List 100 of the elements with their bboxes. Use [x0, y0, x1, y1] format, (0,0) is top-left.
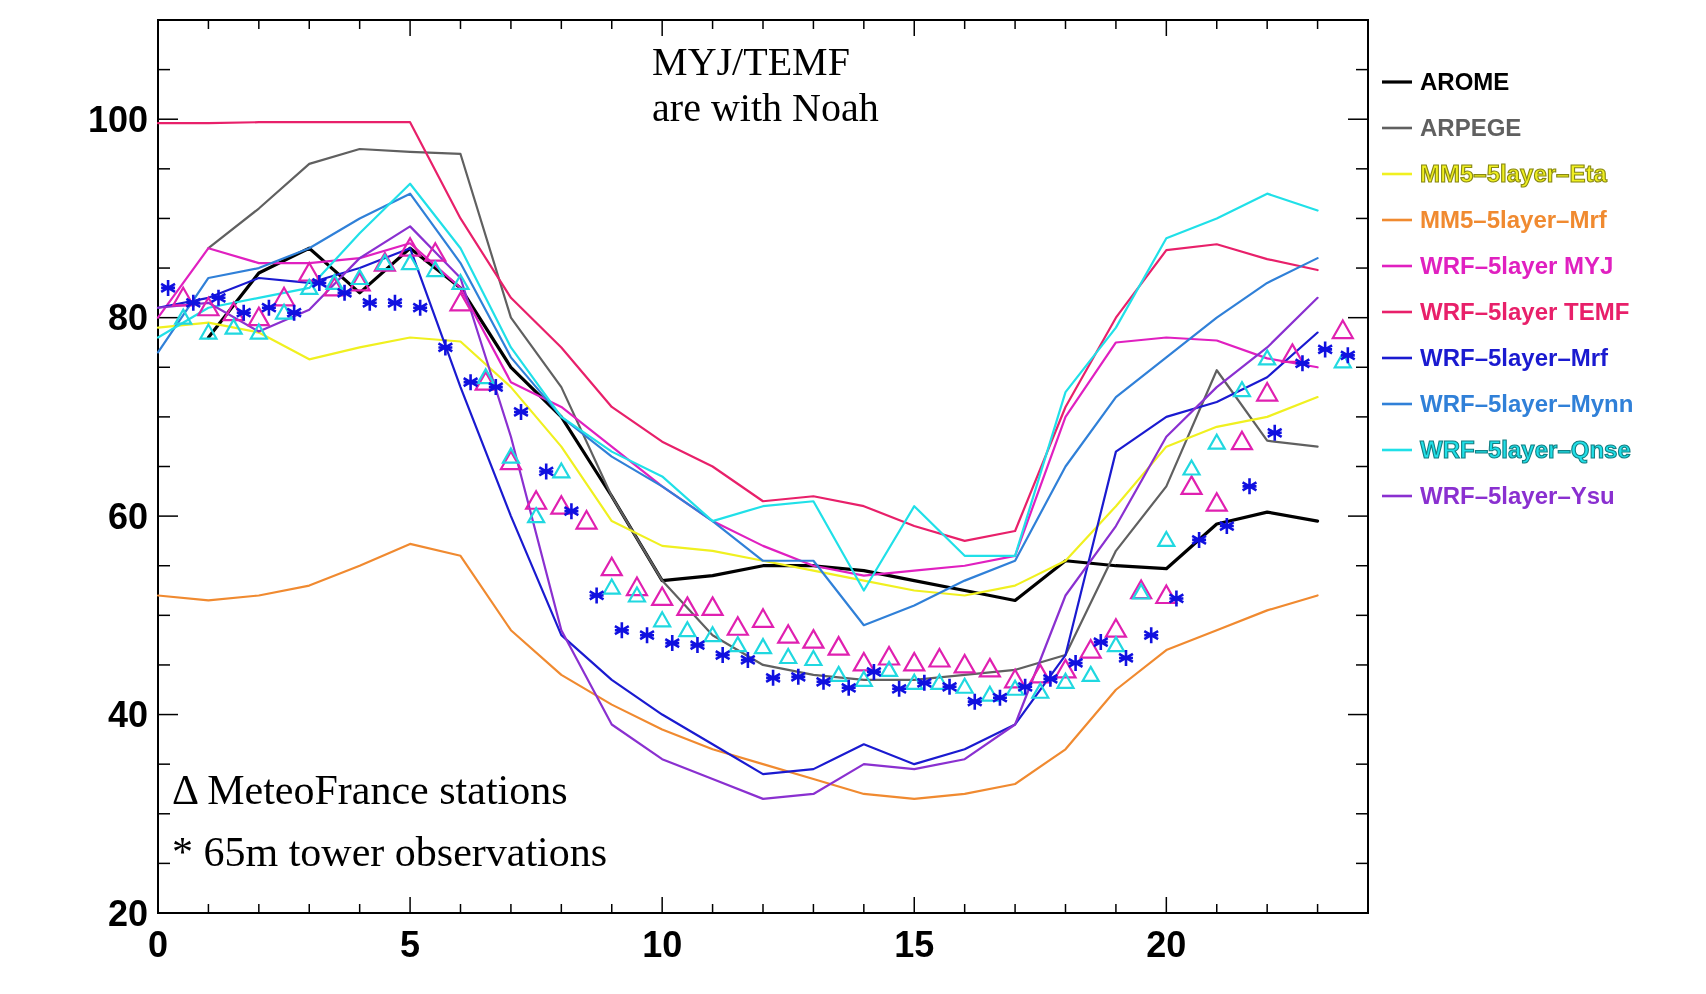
point — [739, 650, 757, 670]
point — [651, 586, 674, 607]
point — [512, 402, 530, 422]
point — [1054, 658, 1077, 679]
point — [272, 286, 296, 307]
point — [779, 647, 798, 665]
point — [1067, 653, 1084, 673]
point — [1281, 343, 1304, 363]
point — [1016, 677, 1034, 697]
point — [1339, 346, 1357, 365]
point — [1081, 665, 1100, 682]
point — [224, 318, 243, 335]
point — [1079, 638, 1102, 659]
point — [550, 495, 573, 515]
point — [1029, 663, 1052, 684]
point — [474, 371, 497, 391]
point — [1316, 340, 1334, 359]
point — [1256, 381, 1279, 402]
point — [159, 278, 177, 298]
legend-label: ARPEGE — [1420, 114, 1522, 141]
point — [527, 507, 546, 524]
point — [602, 578, 621, 595]
point — [728, 636, 747, 653]
point — [575, 509, 598, 530]
point — [638, 625, 656, 645]
point — [625, 576, 649, 597]
point — [185, 293, 202, 313]
annotation: * 65m tower observations — [172, 828, 608, 875]
y-tick-label: 100 — [87, 98, 148, 140]
annotation: MYJ/TEMF are with Noah — [652, 38, 879, 130]
point — [1106, 636, 1126, 653]
x-tick-label: 10 — [642, 924, 683, 965]
point — [928, 647, 951, 668]
point — [777, 624, 800, 644]
point — [627, 586, 647, 603]
point — [903, 651, 926, 672]
x-tick-label: 15 — [894, 924, 935, 965]
point — [852, 651, 875, 672]
point — [966, 692, 984, 711]
point — [1258, 349, 1277, 366]
point — [462, 372, 479, 392]
point — [1104, 618, 1128, 638]
point — [197, 296, 220, 317]
point — [1294, 354, 1311, 373]
point — [1142, 625, 1160, 645]
point — [260, 298, 278, 318]
point — [199, 323, 218, 340]
y-tick-label: 40 — [107, 694, 148, 736]
point — [865, 662, 883, 682]
point — [400, 253, 420, 271]
point — [1182, 459, 1201, 476]
point — [764, 668, 782, 688]
point — [790, 667, 807, 687]
point — [1092, 632, 1110, 652]
point — [323, 276, 346, 297]
point — [1003, 668, 1027, 689]
legend-label: WRF–5layer MYJ — [1420, 252, 1614, 279]
point — [1180, 475, 1203, 495]
point — [1005, 679, 1025, 696]
point — [930, 673, 949, 690]
point — [501, 447, 521, 464]
point — [1232, 381, 1252, 398]
y-tick-label: 80 — [107, 297, 148, 339]
y-tick-label: 60 — [107, 495, 148, 537]
point — [877, 645, 901, 666]
point — [499, 450, 523, 471]
point — [1168, 589, 1185, 608]
point — [1155, 584, 1178, 605]
point — [1031, 682, 1050, 699]
legend-label: MM5–5layer–Eta — [1420, 160, 1608, 187]
point — [411, 298, 429, 318]
point — [1266, 423, 1283, 443]
point — [311, 273, 328, 293]
point — [298, 261, 321, 282]
point — [678, 621, 697, 638]
x-tick-label: 5 — [400, 924, 421, 965]
point — [552, 462, 571, 479]
point — [588, 586, 605, 605]
y-tick-label: 20 — [107, 892, 148, 934]
legend-label: WRF–5layer TEMF — [1420, 298, 1630, 325]
point — [174, 308, 193, 325]
point — [398, 237, 422, 257]
point — [676, 596, 699, 616]
point — [1241, 477, 1258, 496]
point — [953, 653, 976, 674]
point — [285, 303, 303, 323]
point — [714, 645, 731, 665]
point — [905, 673, 924, 690]
point — [525, 490, 548, 510]
point — [1157, 530, 1176, 548]
legend-label: WRF–5layer–Qnse — [1420, 436, 1631, 463]
point — [386, 293, 404, 313]
point — [1205, 492, 1228, 512]
point — [991, 688, 1009, 707]
point — [802, 629, 825, 649]
point — [1230, 430, 1254, 451]
point — [537, 462, 555, 481]
x-tick-label: 20 — [1146, 924, 1187, 965]
point — [753, 637, 773, 655]
point — [890, 679, 908, 699]
